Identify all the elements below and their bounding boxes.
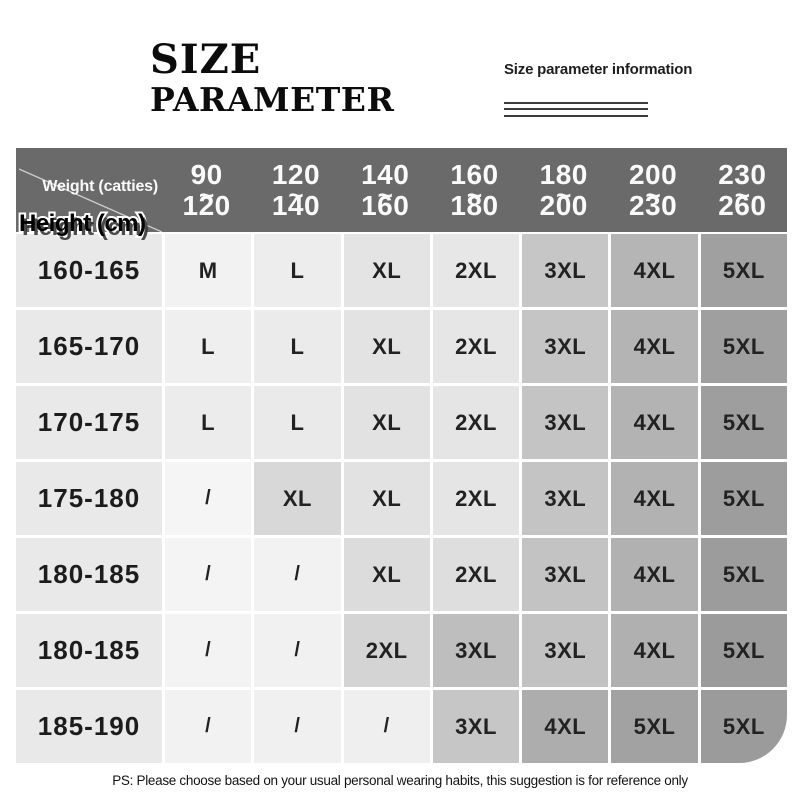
size-cell: 2XL: [432, 310, 520, 383]
size-cell: 5XL: [611, 690, 698, 763]
table-corner-cell: Weight (catties) Height (cm): [16, 148, 162, 239]
weight-axis-label: Weight (catties): [42, 178, 158, 195]
size-cell: 5XL: [700, 386, 787, 459]
weight-column-header: 120 ~140: [251, 148, 340, 232]
size-cell: /: [165, 462, 252, 535]
size-cell: XL: [343, 538, 430, 611]
info-label: Size parameter information: [504, 61, 693, 78]
size-cell: 2XL: [432, 538, 520, 611]
weight-range-text: 120: [271, 159, 321, 190]
height-row-label: 165-170: [16, 310, 162, 383]
height-row-label: 185-190: [16, 690, 162, 763]
size-cell: XL: [343, 310, 430, 383]
size-cell: 3XL: [522, 234, 609, 307]
height-row-label: 180-185: [16, 538, 162, 611]
size-cell: 3XL: [522, 386, 609, 459]
size-cell: 4XL: [611, 386, 698, 459]
size-cell: 3XL: [432, 690, 520, 763]
size-cell: XL: [343, 234, 430, 307]
size-cell: 5XL: [700, 690, 787, 763]
weight-range-text: 260: [718, 190, 767, 221]
weight-range-text: 160: [361, 190, 410, 221]
decorative-rule-lines: [504, 102, 648, 117]
weight-range-text: 140: [361, 159, 410, 190]
weight-range-text: 230: [628, 190, 678, 221]
weight-column-header: 230 ~260: [698, 148, 787, 232]
page-title: SIZE PARAMETER: [150, 38, 394, 118]
size-cell: 5XL: [700, 234, 787, 307]
weight-range-text: 200: [628, 159, 678, 190]
size-cell: 3XL: [522, 614, 609, 687]
size-cell: L: [254, 386, 341, 459]
weight-range-text: 230: [718, 159, 767, 190]
weight-range-text: 140: [271, 190, 321, 221]
size-cell: 2XL: [343, 614, 430, 687]
size-cell: XL: [343, 462, 430, 535]
size-cell: /: [165, 538, 252, 611]
size-cell: 3XL: [522, 538, 609, 611]
weight-range-text: 180: [539, 159, 588, 190]
size-cell: L: [254, 234, 341, 307]
size-cell: /: [343, 690, 430, 763]
info-block: Size parameter information: [504, 61, 693, 121]
weight-column-header: 90 ~120: [162, 148, 251, 232]
size-cell: 4XL: [611, 462, 698, 535]
size-cell: XL: [343, 386, 430, 459]
weight-column-headers: 90 ~120 120 ~140 140 ~160 160 ~180 180 ~200 200 ~23…: [162, 148, 787, 232]
size-cell: /: [254, 614, 341, 687]
title-line-2: PARAMETER: [150, 80, 395, 119]
size-cell: L: [165, 386, 252, 459]
weight-range-text: 120: [182, 190, 231, 221]
weight-range-text: 160: [450, 159, 499, 190]
size-cell: 3XL: [522, 462, 609, 535]
weight-column-header: 200 ~230: [608, 148, 697, 232]
size-cell: 4XL: [522, 690, 609, 763]
size-cell: M: [165, 234, 252, 307]
size-cell: 4XL: [611, 614, 698, 687]
size-cell: 2XL: [432, 234, 520, 307]
weight-range-text: 200: [539, 190, 588, 221]
size-cell: L: [254, 310, 341, 383]
height-row-label: 160-165: [16, 234, 162, 307]
weight-column-header: 180 ~200: [519, 148, 608, 232]
title-line-1: SIZE: [150, 36, 262, 83]
size-cell: 4XL: [611, 234, 698, 307]
weight-column-header: 140 ~160: [341, 148, 430, 232]
weight-column-header: 160 ~180: [430, 148, 519, 232]
size-cell: /: [254, 538, 341, 611]
rule-line: [504, 115, 648, 117]
size-cell: /: [254, 690, 341, 763]
height-row-label: 175-180: [16, 462, 162, 535]
weight-range-text: 180: [450, 190, 499, 221]
size-cell: 2XL: [432, 386, 520, 459]
size-cell: 4XL: [611, 538, 698, 611]
size-cell: 5XL: [700, 538, 787, 611]
size-table: Weight (catties) Height (cm) 90 ~120 120 ~1…: [16, 148, 787, 763]
table-header-row: Weight (catties) Height (cm) 90 ~120 120 ~1…: [16, 148, 787, 239]
size-cell: 3XL: [432, 614, 520, 687]
size-cell: 2XL: [432, 462, 520, 535]
size-cell: 5XL: [700, 614, 787, 687]
size-cell: 4XL: [611, 310, 698, 383]
footer-note: PS: Please choose based on your usual pe…: [112, 773, 688, 788]
height-row-label: 180-185: [16, 614, 162, 687]
diagonal-divider-line: [18, 168, 162, 232]
size-cell: /: [165, 690, 252, 763]
rule-line: [504, 102, 648, 104]
table-body: 160-165 M L XL 2XL 3XL 4XL 5XL 165-170 L L XL 2XL 3XL…: [16, 234, 787, 763]
size-cell: L: [165, 310, 252, 383]
rule-line: [504, 108, 648, 110]
size-cell: 3XL: [522, 310, 609, 383]
height-axis-label: Height (cm): [17, 208, 148, 239]
height-row-label: 170-175: [16, 386, 162, 459]
size-cell: /: [165, 614, 252, 687]
size-cell: 5XL: [700, 462, 787, 535]
size-cell: 5XL: [700, 310, 787, 383]
weight-range-text: 90: [190, 159, 223, 190]
size-cell: XL: [254, 462, 341, 535]
